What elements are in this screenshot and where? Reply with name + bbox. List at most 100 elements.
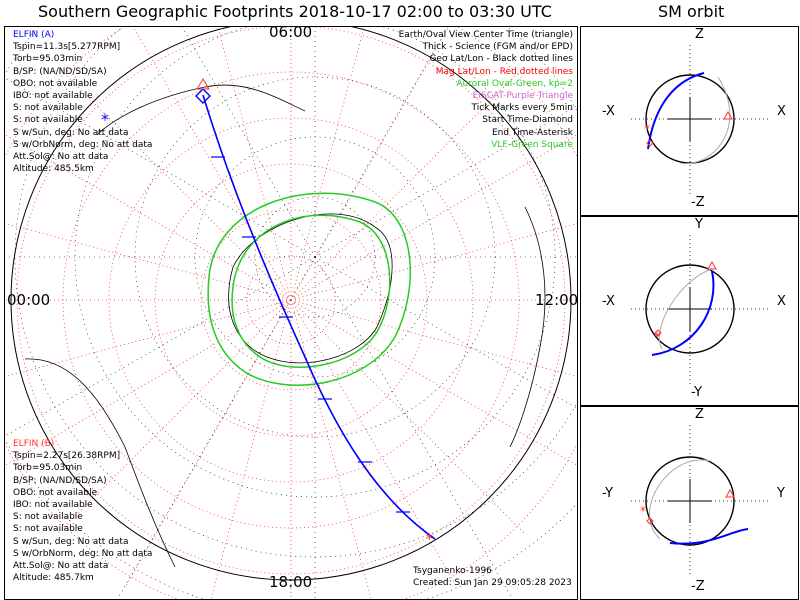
elfin-b-info: ELFIN (B) Tspin=2.27s[26.38RPM] Torb=95.… bbox=[13, 438, 152, 584]
elfin-b-line: Att.Sol@: No att data bbox=[13, 561, 109, 572]
start-diamond-icon bbox=[195, 88, 211, 104]
legend-item: End Time-Asterisk bbox=[491, 127, 573, 138]
elfin-a-line: S: not available bbox=[13, 115, 83, 126]
axis-bottom-label: -Y bbox=[691, 385, 703, 400]
elfin-b-line: Torb=95.03min bbox=[13, 463, 83, 474]
orbit-asterisk-icon: * bbox=[644, 122, 650, 136]
legend-item: Mag Lat/Lon - Red dotted lines bbox=[435, 66, 573, 77]
axis-bottom-label: -Z bbox=[691, 579, 705, 594]
axis-bottom-label: -Z bbox=[691, 195, 705, 210]
axis-top-label: Z bbox=[695, 407, 704, 422]
mag-lon-line bbox=[210, 299, 292, 599]
elfin-b-line: OBO: not available bbox=[13, 487, 98, 498]
mlt-label-right: 12:00 bbox=[535, 291, 579, 309]
legend-item: Earth/Oval View Center Time (triangle) bbox=[398, 30, 573, 40]
geo-lon-line bbox=[181, 27, 316, 258]
axis-left-label: -X bbox=[602, 104, 615, 119]
credits: Tsyganenko-1996 Created: Sun Jan 29 09:0… bbox=[413, 565, 572, 589]
orbit-asterisk-icon: * bbox=[640, 504, 646, 518]
elfin-a-line: Altitude: 485.5km bbox=[13, 164, 94, 175]
legend-item: Auroral Oval-Green, kp=2 bbox=[456, 78, 573, 89]
legend-item: EISCAT-Purple Triangle bbox=[472, 91, 573, 102]
elfin-a-line: Tspin=11.3s[5.277RPM] bbox=[13, 42, 121, 53]
elfin-a-line: Att.Sol@: No att data bbox=[13, 152, 109, 163]
elfin-b-line: B/SP: (NA/ND/SD/SA) bbox=[13, 475, 107, 486]
horizon-circle bbox=[10, 27, 572, 581]
page-title: Southern Geographic Footprints 2018-10-1… bbox=[38, 2, 552, 21]
legend-item: Tick Marks every 5min bbox=[471, 103, 573, 114]
geo-lon-line bbox=[314, 256, 577, 409]
mag-lon-line bbox=[290, 134, 577, 301]
africa-coastline bbox=[509, 206, 546, 448]
model-credit: Tsyganenko-1996 bbox=[413, 566, 492, 576]
legend-item: Geo Lat/Lon - Black dotted lines bbox=[429, 54, 573, 65]
earth-circle bbox=[645, 456, 735, 546]
footprint-map: ** bbox=[5, 27, 577, 599]
orbit-title: SM orbit bbox=[658, 2, 725, 21]
elfin-a-line: S: not available bbox=[13, 103, 83, 114]
mlt-label-left: 00:00 bbox=[7, 291, 51, 309]
orbit-asterisk-icon: * bbox=[654, 330, 660, 344]
orbit-plot-xz: * bbox=[631, 45, 771, 195]
mag-lon-line bbox=[5, 299, 292, 378]
end-asterisk-icon: * bbox=[426, 532, 433, 548]
mag-lon-line bbox=[5, 299, 292, 466]
elfin-a-line: S w/Sun, deg: No att data bbox=[13, 127, 129, 138]
orbit-panel-yz: * Z -Z -Y Y bbox=[580, 406, 799, 600]
mag-lon-line bbox=[290, 299, 457, 586]
center-triangle-icon bbox=[196, 78, 210, 90]
mag-lat-ring bbox=[16, 27, 566, 575]
orbit-triangle-icon bbox=[723, 110, 733, 120]
legend-item: VLF-Green Square bbox=[491, 139, 573, 150]
auroral-oval-outer bbox=[207, 192, 411, 386]
orbit-plot-yz: * bbox=[631, 425, 771, 575]
axis-left-label: -X bbox=[602, 294, 615, 309]
legend-item: Start Time-Diamond bbox=[482, 115, 573, 126]
sm-orbit-column: * Z -Z -X X * Y -Y -X X * Z -Z -Y Y bbox=[580, 26, 799, 600]
axis-top-label: Y bbox=[695, 217, 703, 232]
elfin-b-line: S w/Sun, deg: No att data bbox=[13, 536, 129, 547]
south-america-coastline bbox=[96, 84, 306, 136]
elfin-a-line: IBO: not available bbox=[13, 91, 93, 102]
mag-lon-line bbox=[290, 299, 577, 466]
elfin-b-line: S w/OrbNorm, deg: No att data bbox=[13, 548, 153, 559]
orbit-plot-xy: * bbox=[631, 235, 771, 385]
orbit-path-elfin-a bbox=[647, 72, 705, 150]
elfin-a-line: B/SP: (NA/ND/SD/SA) bbox=[13, 66, 107, 77]
axis-left-label: -Y bbox=[602, 486, 614, 501]
elfin-b-line: IBO: not available bbox=[13, 500, 93, 511]
mag-lon-line bbox=[290, 27, 365, 301]
elfin-a-header: ELFIN (A) bbox=[13, 30, 55, 40]
mag-lat-ring bbox=[200, 209, 382, 391]
axis-top-label: Z bbox=[695, 27, 704, 42]
elfin-b-line: S: not available bbox=[13, 512, 83, 523]
geo-lon-line bbox=[314, 27, 449, 258]
mlt-label-top: 06:00 bbox=[269, 23, 313, 41]
auroral-oval-inner bbox=[231, 214, 391, 368]
orbit-path-other bbox=[649, 459, 711, 540]
orbit-triangle-icon bbox=[725, 488, 735, 498]
elfin-a-line: S w/OrbNorm, deg: No att data bbox=[13, 139, 153, 150]
footprint-map-panel: * * 06:00 00:00 12:00 18:00 ELFIN (A) Tsp… bbox=[4, 23, 579, 600]
legend-item: Thick - Science (FGM and/or EPD) bbox=[422, 42, 573, 53]
orbit-path-elfin-a bbox=[669, 528, 749, 545]
geo-lon-line bbox=[5, 77, 316, 258]
orbit-diamond-icon bbox=[646, 517, 654, 525]
elfin-a-footprint-track bbox=[202, 94, 436, 540]
mag-lon-line bbox=[132, 27, 292, 301]
orbit-diamond-icon bbox=[646, 139, 654, 147]
elfin-a-start-asterisk: * bbox=[101, 110, 109, 129]
orbit-path-elfin-a bbox=[651, 270, 715, 356]
elfin-a-line: OBO: not available bbox=[13, 78, 98, 89]
mag-lon-line bbox=[290, 299, 577, 378]
orbit-diamond-icon bbox=[654, 329, 662, 337]
mag-lon-line bbox=[217, 27, 292, 301]
orbit-panel-xz: * Z -Z -X X bbox=[580, 26, 799, 216]
elfin-b-line: S: not available bbox=[13, 524, 83, 535]
elfin-b-line: Altitude: 485.7km bbox=[13, 573, 94, 584]
elfin-a-info: ELFIN (A) Tspin=11.3s[5.277RPM] Torb=95.… bbox=[13, 29, 152, 175]
orbit-triangle-icon bbox=[707, 260, 717, 270]
elfin-a-line: Torb=95.03min bbox=[13, 54, 83, 65]
created-timestamp: Created: Sun Jan 29 09:05:28 2023 bbox=[413, 578, 572, 589]
legend: Earth/Oval View Center Time (triangle) T… bbox=[399, 29, 573, 151]
